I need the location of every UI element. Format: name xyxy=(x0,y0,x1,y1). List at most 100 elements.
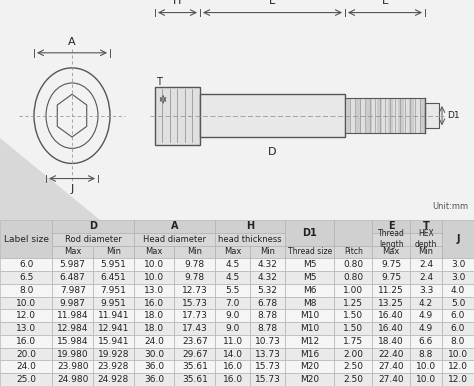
Bar xyxy=(250,373,285,386)
Text: 8.0: 8.0 xyxy=(19,286,33,295)
Bar xyxy=(0,322,52,335)
Bar xyxy=(52,348,93,361)
Bar xyxy=(52,322,93,335)
Text: 13.25: 13.25 xyxy=(378,298,404,308)
Text: 23.980: 23.980 xyxy=(57,362,89,371)
Text: 4.32: 4.32 xyxy=(257,273,277,282)
Bar xyxy=(425,103,439,128)
Text: 15.941: 15.941 xyxy=(98,337,129,346)
Text: 5.0: 5.0 xyxy=(451,298,465,308)
Bar xyxy=(410,348,442,361)
Text: 5.32: 5.32 xyxy=(257,286,278,295)
Bar xyxy=(215,271,250,284)
Bar xyxy=(174,258,215,271)
Text: 15.73: 15.73 xyxy=(255,375,281,384)
Text: Unit:mm: Unit:mm xyxy=(432,202,468,211)
Text: 11.0: 11.0 xyxy=(223,337,243,346)
Text: 11.25: 11.25 xyxy=(378,286,404,295)
Text: 16.0: 16.0 xyxy=(223,362,243,371)
Text: 35.61: 35.61 xyxy=(182,375,208,384)
Text: M20: M20 xyxy=(300,375,319,384)
Text: H: H xyxy=(246,222,254,231)
Bar xyxy=(285,373,335,386)
Bar xyxy=(335,373,372,386)
Text: 4.0: 4.0 xyxy=(451,286,465,295)
Text: 12.984: 12.984 xyxy=(57,324,88,333)
Bar xyxy=(250,348,285,361)
Text: D1: D1 xyxy=(302,228,317,238)
Bar xyxy=(93,284,134,296)
Text: 23.67: 23.67 xyxy=(182,337,208,346)
Text: 2.50: 2.50 xyxy=(343,375,363,384)
Bar xyxy=(250,245,285,258)
Bar xyxy=(0,271,52,284)
Bar xyxy=(372,348,410,361)
Text: H: H xyxy=(173,0,182,6)
Text: 18.0: 18.0 xyxy=(144,311,164,320)
Text: 13.0: 13.0 xyxy=(144,286,164,295)
Bar xyxy=(372,284,410,296)
Bar xyxy=(335,258,372,271)
Bar xyxy=(410,296,442,310)
Text: J: J xyxy=(70,184,73,193)
Bar xyxy=(250,335,285,348)
Bar xyxy=(372,335,410,348)
Text: M10: M10 xyxy=(300,324,319,333)
Bar xyxy=(372,373,410,386)
Text: 16.0: 16.0 xyxy=(223,375,243,384)
Bar xyxy=(442,348,474,361)
Bar xyxy=(134,258,174,271)
Bar xyxy=(215,233,285,245)
Text: 9.0: 9.0 xyxy=(226,324,240,333)
Text: 29.67: 29.67 xyxy=(182,350,208,359)
Text: 24.0: 24.0 xyxy=(16,362,36,371)
Bar xyxy=(335,322,372,335)
Text: 30.0: 30.0 xyxy=(144,350,164,359)
Bar xyxy=(366,98,372,133)
Bar xyxy=(174,296,215,310)
Text: 17.73: 17.73 xyxy=(182,311,208,320)
Text: E: E xyxy=(388,222,394,231)
Text: 16.0: 16.0 xyxy=(144,298,164,308)
Bar xyxy=(250,258,285,271)
Text: 7.951: 7.951 xyxy=(100,286,127,295)
Text: 13.0: 13.0 xyxy=(16,324,36,333)
Text: 11.941: 11.941 xyxy=(98,311,129,320)
Text: 0.80: 0.80 xyxy=(343,273,364,282)
Text: 23.928: 23.928 xyxy=(98,362,129,371)
Text: 27.40: 27.40 xyxy=(378,375,404,384)
Text: 10.0: 10.0 xyxy=(144,260,164,269)
Bar xyxy=(335,335,372,348)
Text: M10: M10 xyxy=(300,311,319,320)
Text: 12.0: 12.0 xyxy=(448,362,468,371)
Bar xyxy=(93,348,134,361)
Text: Max: Max xyxy=(383,247,400,256)
Bar xyxy=(250,322,285,335)
Text: 36.0: 36.0 xyxy=(144,375,164,384)
Text: A: A xyxy=(171,222,178,231)
Bar xyxy=(215,373,250,386)
Bar xyxy=(356,98,361,133)
Bar xyxy=(174,335,215,348)
Bar xyxy=(335,296,372,310)
Bar xyxy=(93,296,134,310)
Text: 0.80: 0.80 xyxy=(343,260,364,269)
Text: 9.75: 9.75 xyxy=(381,260,401,269)
Bar xyxy=(383,98,388,133)
Bar xyxy=(93,361,134,373)
Text: T: T xyxy=(156,77,162,87)
Text: 22.40: 22.40 xyxy=(378,350,404,359)
Bar xyxy=(377,98,383,133)
Bar xyxy=(410,373,442,386)
Bar xyxy=(134,271,174,284)
Text: 35.61: 35.61 xyxy=(182,362,208,371)
Text: Max: Max xyxy=(146,247,163,256)
Bar xyxy=(52,310,93,322)
Bar xyxy=(52,361,93,373)
Text: Min: Min xyxy=(419,247,434,256)
Bar xyxy=(372,271,410,284)
Text: 1.50: 1.50 xyxy=(343,324,364,333)
Text: 16.0: 16.0 xyxy=(16,337,36,346)
Text: 17.43: 17.43 xyxy=(182,324,208,333)
Text: 13.73: 13.73 xyxy=(255,350,281,359)
